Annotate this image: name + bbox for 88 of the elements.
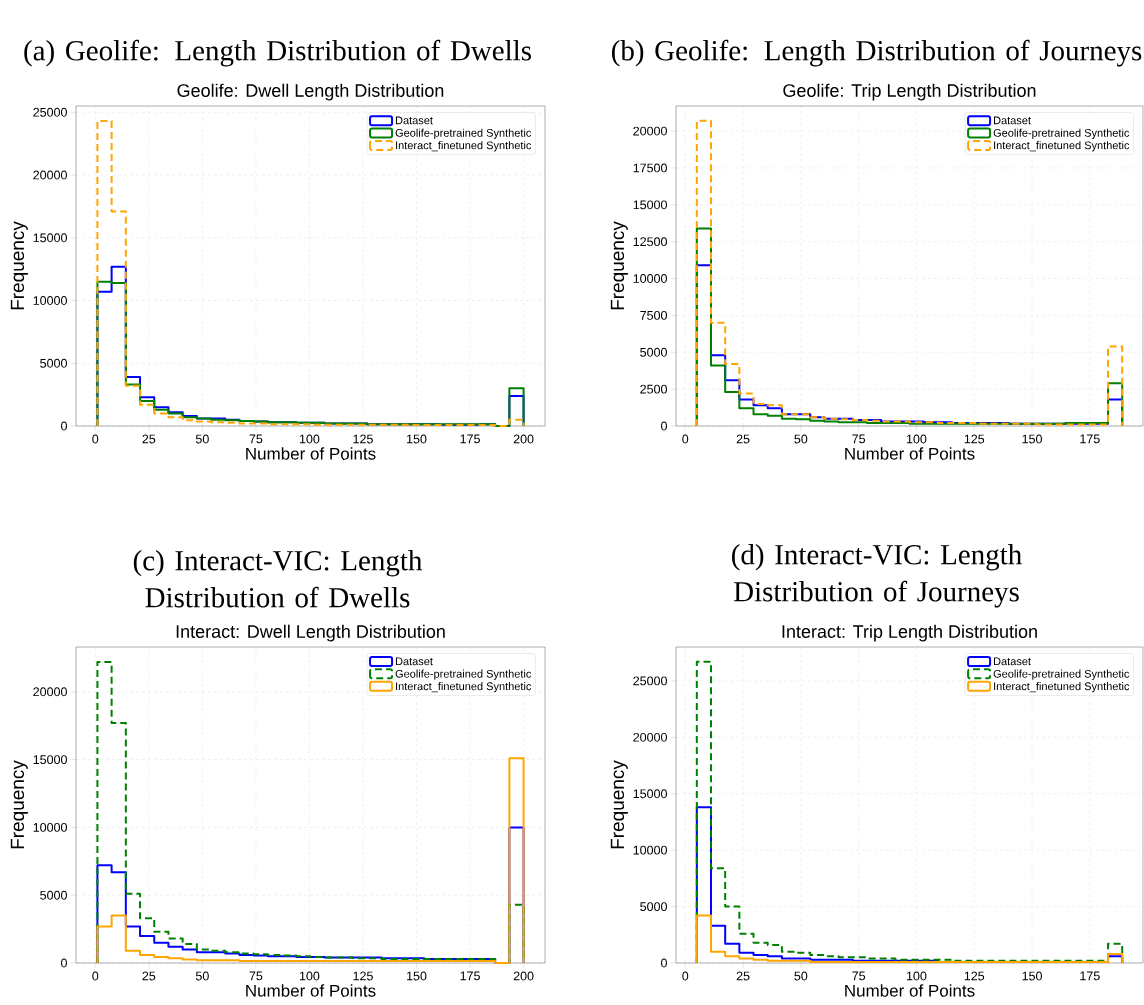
legend-label: Dataset xyxy=(994,116,1031,125)
x-tick-label: 125 xyxy=(353,971,373,981)
y-axis-title: Frequency xyxy=(610,760,628,849)
y-tick-label: 20000 xyxy=(633,126,667,136)
y-tick-label: 15000 xyxy=(33,755,67,765)
x-tick-label: 25 xyxy=(736,971,750,981)
chart-subtitle: Geolife: Trip Length Distribution xyxy=(783,83,1036,101)
y-tick-label: 0 xyxy=(61,958,67,968)
x-tick-label: 125 xyxy=(964,971,985,981)
y-tick-label: 25000 xyxy=(33,107,67,117)
chart-title: (a) Geolife: Length Distribution of Dwells xyxy=(24,39,531,67)
x-tick-label: 200 xyxy=(513,434,534,444)
chart-title: (b) Geolife: Length Distribution of Journeys xyxy=(611,39,1142,67)
y-tick-label: 20000 xyxy=(633,732,667,742)
x-tick-label: 100 xyxy=(906,434,927,444)
y-tick-label: 0 xyxy=(661,958,667,968)
y-tick-label: 10000 xyxy=(33,822,67,832)
y-tick-label: 5000 xyxy=(40,358,67,368)
x-tick-label: 25 xyxy=(142,971,156,981)
y-tick-label: 12500 xyxy=(633,237,667,247)
y-tick-label: 5000 xyxy=(40,890,67,900)
legend-label: Geolife-pretrained Synthetic xyxy=(993,128,1130,139)
x-axis-title: Number of Points xyxy=(845,984,975,997)
x-tick-label: 100 xyxy=(299,434,320,444)
x-tick-label: 75 xyxy=(249,971,263,981)
legend-label: Geolife-pretrained Synthetic xyxy=(395,128,532,139)
x-tick-label: 50 xyxy=(794,434,808,444)
x-tick-label: 0 xyxy=(682,971,689,981)
y-tick-label: 7500 xyxy=(640,310,667,320)
y-tick-label: 15000 xyxy=(633,789,667,799)
x-tick-label: 0 xyxy=(92,971,99,981)
x-tick-label: 25 xyxy=(736,434,750,444)
legend-label: Geolife-pretrained Synthetic xyxy=(395,669,532,680)
legend-label: Interact_finetuned Synthetic xyxy=(994,682,1130,693)
y-tick-label: 17500 xyxy=(633,163,667,173)
y-tick-label: 2500 xyxy=(640,384,667,394)
y-tick-label: 10000 xyxy=(633,274,667,283)
chart-subtitle: Geolife: Dwell Length Distribution xyxy=(177,83,444,101)
x-axis-title: Number of Points xyxy=(246,984,376,997)
legend-label: Dataset xyxy=(395,116,433,125)
legend-label: Interact_finetuned Synthetic xyxy=(396,682,532,693)
x-tick-label: 150 xyxy=(1022,971,1042,981)
y-tick-label: 10000 xyxy=(633,845,667,855)
chart-title: (c) Interact-VIC: Length Distribution of Dwells xyxy=(133,550,423,608)
legend-label: Geolife-pretrained Synthetic xyxy=(993,669,1130,680)
x-tick-label: 25 xyxy=(142,434,156,444)
chart-title: (d) Interact-VIC: Length Distribution of Journeys xyxy=(732,544,1022,608)
x-tick-label: 100 xyxy=(299,971,320,981)
x-tick-label: 150 xyxy=(1022,434,1042,444)
x-tick-label: 50 xyxy=(195,434,209,444)
y-tick-label: 0 xyxy=(661,421,667,431)
y-tick-label: 5000 xyxy=(640,902,667,912)
x-tick-label: 175 xyxy=(460,971,480,981)
chart-subtitle: Interact: Dwell Length Distribution xyxy=(176,624,445,642)
x-tick-label: 200 xyxy=(513,971,534,981)
x-tick-label: 100 xyxy=(906,971,927,981)
x-tick-label: 175 xyxy=(1080,434,1100,444)
y-tick-label: 10000 xyxy=(33,296,67,305)
legend-label: Interact_finetuned Synthetic xyxy=(994,141,1130,152)
x-tick-label: 125 xyxy=(964,434,985,444)
y-tick-label: 20000 xyxy=(33,687,67,697)
x-tick-label: 0 xyxy=(682,434,689,444)
x-tick-label: 75 xyxy=(852,434,866,444)
x-tick-label: 0 xyxy=(92,434,99,444)
y-tick-label: 20000 xyxy=(33,170,67,180)
x-tick-label: 175 xyxy=(460,434,480,444)
legend-label: Interact_finetuned Synthetic xyxy=(396,141,532,152)
legend-label: Dataset xyxy=(395,657,433,666)
x-tick-label: 50 xyxy=(195,971,209,981)
y-tick-label: 15000 xyxy=(633,200,667,210)
y-axis-title: Frequency xyxy=(10,221,28,310)
x-tick-label: 150 xyxy=(407,971,427,981)
y-tick-label: 0 xyxy=(61,421,67,431)
x-tick-label: 150 xyxy=(407,434,427,444)
chart-subtitle: Interact: Trip Length Distribution xyxy=(782,624,1037,642)
x-tick-label: 75 xyxy=(852,971,866,981)
y-axis-title: Frequency xyxy=(610,221,628,310)
x-axis-title: Number of Points xyxy=(845,447,975,460)
y-tick-label: 15000 xyxy=(33,233,67,243)
x-tick-label: 50 xyxy=(794,971,808,981)
x-tick-label: 175 xyxy=(1080,971,1100,981)
y-axis-title: Frequency xyxy=(10,760,28,849)
x-axis-title: Number of Points xyxy=(246,447,376,460)
x-tick-label: 75 xyxy=(249,434,263,444)
legend-label: Dataset xyxy=(994,657,1031,666)
y-tick-label: 5000 xyxy=(640,347,667,357)
y-tick-label: 25000 xyxy=(633,676,667,686)
x-tick-label: 125 xyxy=(353,434,373,444)
